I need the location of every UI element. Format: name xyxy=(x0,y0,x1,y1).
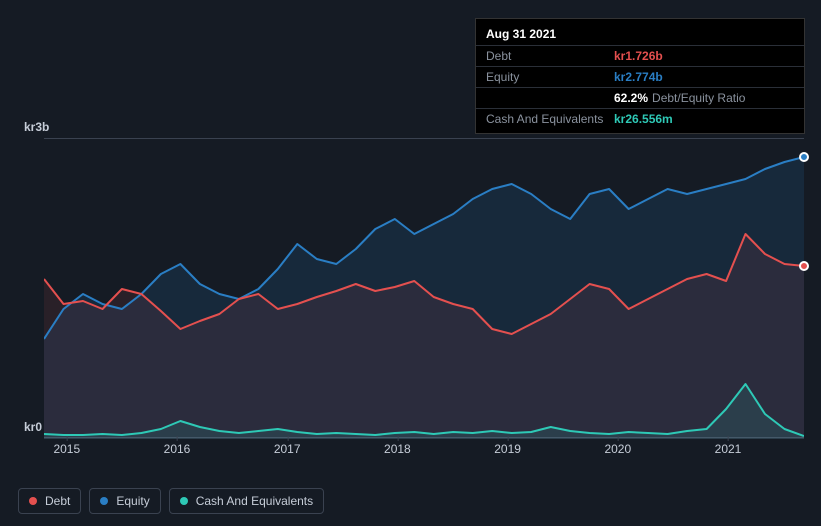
legend-label: Cash And Equivalents xyxy=(196,494,313,508)
tooltip-value-ratio: 62.2% Debt/Equity Ratio xyxy=(614,91,794,105)
y-axis-top-label: kr3b xyxy=(24,120,49,134)
legend: Debt Equity Cash And Equivalents xyxy=(18,488,324,514)
chart-area: kr3b kr0 2015 2016 2017 2018 2019 2020 2021 xyxy=(0,120,821,470)
ratio-percent: 62.2% xyxy=(614,91,648,105)
legend-dot-icon xyxy=(180,497,188,505)
tooltip-value-equity: kr2.774b xyxy=(614,70,794,84)
plot-region[interactable] xyxy=(44,138,804,438)
tooltip-label xyxy=(486,91,614,105)
legend-item-equity[interactable]: Equity xyxy=(89,488,160,514)
debt-marker xyxy=(799,261,809,271)
tooltip-row-debt: Debt kr1.726b xyxy=(476,45,804,66)
tooltip-label: Equity xyxy=(486,70,614,84)
legend-item-cash[interactable]: Cash And Equivalents xyxy=(169,488,324,514)
legend-label: Debt xyxy=(45,494,70,508)
x-tick: 2020 xyxy=(604,442,631,456)
legend-label: Equity xyxy=(116,494,149,508)
legend-dot-icon xyxy=(29,497,37,505)
tooltip-row-equity: Equity kr2.774b xyxy=(476,66,804,87)
x-tick: 2016 xyxy=(164,442,191,456)
x-tick: 2019 xyxy=(494,442,521,456)
legend-dot-icon xyxy=(100,497,108,505)
tooltip-date: Aug 31 2021 xyxy=(476,23,804,45)
x-tick: 2021 xyxy=(715,442,742,456)
x-tick: 2017 xyxy=(274,442,301,456)
tooltip-label: Debt xyxy=(486,49,614,63)
chart-tooltip: Aug 31 2021 Debt kr1.726b Equity kr2.774… xyxy=(475,18,805,134)
x-axis: 2015 2016 2017 2018 2019 2020 2021 xyxy=(44,442,804,466)
y-axis-bottom-label: kr0 xyxy=(24,420,42,434)
tooltip-row-ratio: 62.2% Debt/Equity Ratio xyxy=(476,87,804,108)
tooltip-value-debt: kr1.726b xyxy=(614,49,794,63)
x-tick: 2018 xyxy=(384,442,411,456)
x-tick: 2015 xyxy=(53,442,80,456)
ratio-caption: Debt/Equity Ratio xyxy=(652,91,745,105)
plot-svg xyxy=(44,139,804,439)
equity-marker xyxy=(799,152,809,162)
legend-item-debt[interactable]: Debt xyxy=(18,488,81,514)
